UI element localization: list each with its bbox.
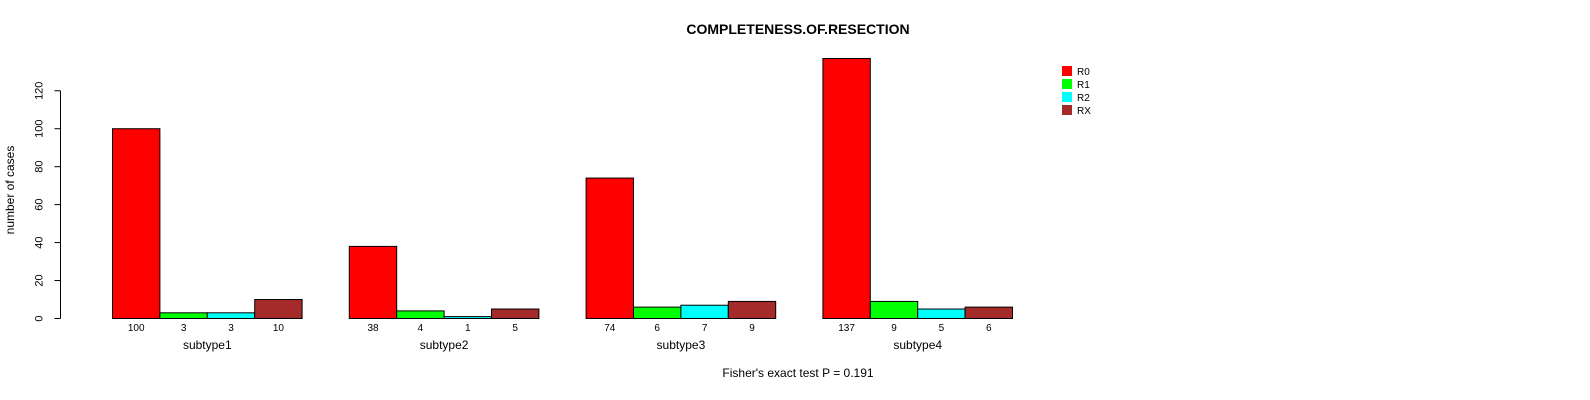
bar-value-label: 1 (465, 323, 471, 334)
bar-value-label: 10 (273, 323, 285, 334)
bar-value-label: 137 (838, 323, 855, 334)
legend-label-r0: R0 (1077, 67, 1090, 78)
y-tick-label: 20 (34, 274, 46, 286)
group-labels: subtype1 subtype2 subtype3 subtype4 (183, 338, 942, 352)
bar-value-label: 9 (891, 323, 897, 334)
bar-value-label: 3 (181, 323, 187, 334)
y-tick-label: 100 (34, 120, 46, 138)
bar-rx-subtype4 (964, 306, 1013, 319)
legend-swatch-r2 (1062, 92, 1072, 102)
bar-rx-subtype3 (727, 300, 777, 319)
bar-r1-subtype2 (396, 310, 445, 319)
bar-value-label: 5 (512, 323, 518, 334)
bars (112, 58, 1013, 320)
bar-value-label: 100 (128, 323, 145, 334)
bar-value-label: 4 (418, 323, 424, 334)
bar-r1-subtype4 (869, 300, 919, 319)
bar-r1-subtype1 (159, 312, 208, 320)
legend: R0 R1 R2 RX (1062, 66, 1091, 117)
fisher-test-footnote: Fisher's exact test P = 0.191 (722, 366, 873, 380)
bar-rx-subtype2 (491, 308, 540, 320)
chart-title: COMPLETENESS.OF.RESECTION (686, 21, 909, 37)
bar-r1-subtype3 (633, 306, 682, 319)
bar-r2-subtype4 (917, 308, 966, 320)
bar-value-label: 38 (367, 323, 379, 334)
legend-swatch-r1 (1062, 79, 1072, 89)
bar-r0-subtype2 (348, 245, 398, 319)
y-tick-label: 80 (34, 161, 46, 173)
legend-swatch-rx (1062, 105, 1072, 115)
data-labels: 100 3 3 10 38 4 1 5 74 6 7 9 137 9 5 6 (128, 323, 992, 334)
bar-value-label: 7 (702, 323, 708, 334)
legend-label-r2: R2 (1077, 93, 1090, 104)
bar-r0-subtype4 (822, 58, 871, 319)
bar-r0-subtype3 (585, 177, 634, 319)
bar-value-label: 9 (749, 323, 755, 334)
y-tick-label: 40 (34, 236, 46, 248)
group-label-subtype1: subtype1 (183, 338, 232, 352)
y-tick-label: 0 (34, 315, 46, 321)
bar-value-label: 6 (654, 323, 660, 334)
y-axis: 0 20 40 60 80 100 120 (34, 82, 61, 322)
bar-rx-subtype1 (254, 299, 303, 320)
bar-r2-subtype2 (443, 316, 493, 320)
bar-value-label: 3 (228, 323, 234, 334)
legend-label-rx: RX (1077, 106, 1091, 117)
y-axis-label: number of cases (3, 146, 17, 235)
bar-r2-subtype3 (680, 304, 729, 320)
bar-value-label: 74 (604, 323, 616, 334)
group-label-subtype3: subtype3 (657, 338, 706, 352)
bar-r0-subtype1 (112, 128, 161, 319)
y-tick-label: 120 (34, 82, 46, 100)
legend-swatch-r0 (1062, 66, 1072, 76)
bar-r2-subtype1 (206, 312, 256, 320)
bar-value-label: 6 (986, 323, 992, 334)
bar-value-label: 5 (939, 323, 945, 334)
y-tick-label: 60 (34, 199, 46, 211)
group-label-subtype2: subtype2 (420, 338, 469, 352)
group-label-subtype4: subtype4 (893, 338, 942, 352)
legend-label-r1: R1 (1077, 80, 1090, 91)
